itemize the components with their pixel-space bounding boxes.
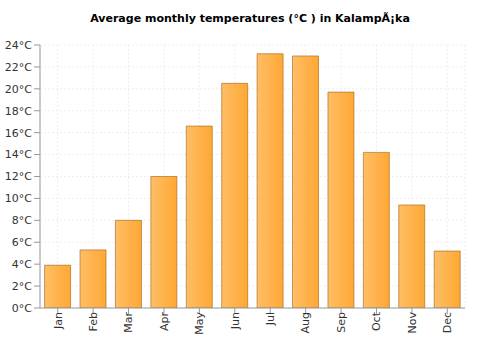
svg-text:Jul: Jul (264, 312, 277, 326)
svg-text:Nov: Nov (406, 312, 419, 334)
svg-text:Apr: Apr (158, 312, 171, 332)
svg-text:4°C: 4°C (12, 258, 32, 271)
svg-text:Sep: Sep (335, 312, 348, 333)
svg-text:Jan: Jan (52, 312, 65, 330)
svg-text:6°C: 6°C (12, 236, 32, 249)
svg-text:8°C: 8°C (12, 214, 32, 227)
svg-text:10°C: 10°C (8, 192, 32, 205)
svg-text:Aug: Aug (299, 312, 312, 333)
svg-text:Mar: Mar (122, 312, 135, 333)
svg-text:18°C: 18°C (8, 105, 32, 118)
svg-text:20°C: 20°C (8, 83, 32, 96)
svg-text:May: May (193, 312, 206, 335)
svg-text:0°C: 0°C (12, 302, 32, 315)
svg-text:Feb: Feb (87, 312, 100, 331)
svg-text:Jun: Jun (229, 312, 242, 330)
svg-text:24°C: 24°C (8, 39, 32, 52)
svg-text:16°C: 16°C (8, 127, 32, 140)
svg-text:2°C: 2°C (12, 280, 32, 293)
svg-text:12°C: 12°C (8, 170, 32, 183)
svg-text:14°C: 14°C (8, 148, 32, 161)
svg-text:Oct: Oct (370, 311, 383, 331)
svg-text:Dec: Dec (441, 312, 454, 333)
html-text:Average monthly temperatures (: Average monthly temperatures (°C ) in Ka… (90, 12, 410, 25)
svg-text:22°C: 22°C (8, 61, 32, 74)
